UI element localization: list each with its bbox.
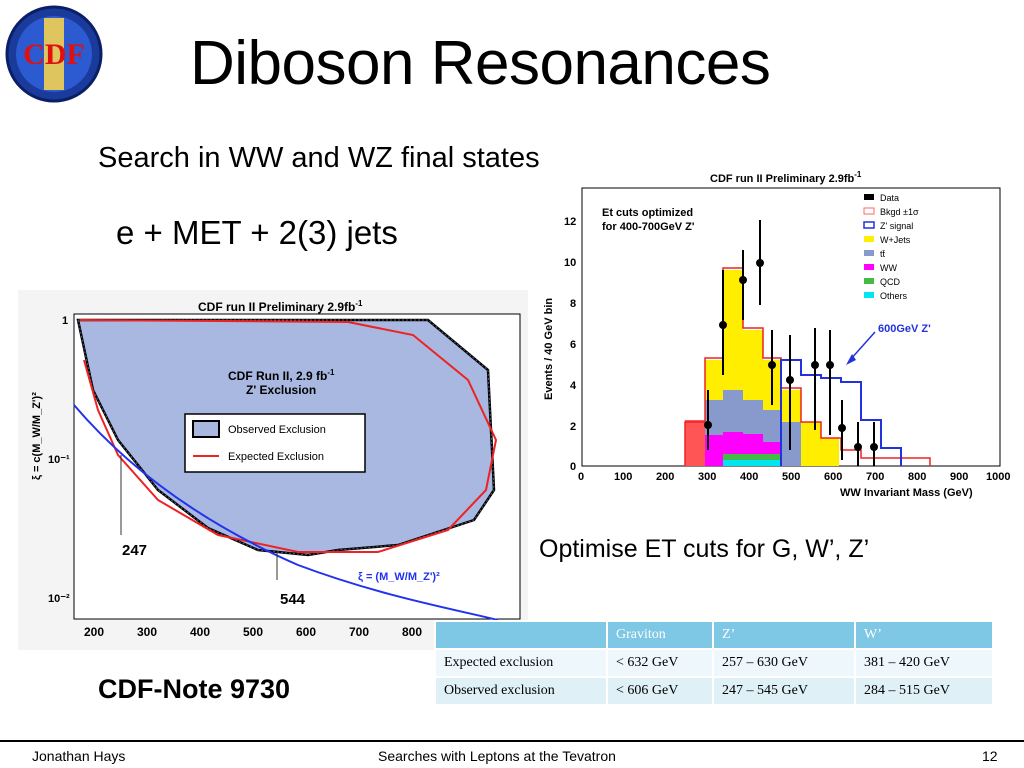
left-plot-header: CDF run II Preliminary 2.9fb-1 — [198, 299, 363, 314]
table-header: Graviton — [608, 622, 712, 648]
table-cell: < 606 GeV — [608, 678, 712, 704]
right-plot-header: CDF run II Preliminary 2.9fb-1 — [710, 170, 862, 185]
xtick: 600 — [824, 471, 842, 483]
xtick: 500 — [782, 471, 800, 483]
svg-text:QCD: QCD — [880, 277, 901, 287]
signal-label: 600GeV Z' — [878, 323, 931, 335]
xtick: 700 — [866, 471, 884, 483]
svg-text:W+Jets: W+Jets — [880, 235, 911, 245]
left-inner-title2: Z' Exclusion — [246, 383, 316, 397]
table-header: Z’ — [714, 622, 854, 648]
ytick: 2 — [570, 421, 576, 433]
xtick: 300 — [137, 625, 157, 639]
ytick: 8 — [570, 298, 576, 310]
xtick: 400 — [740, 471, 758, 483]
left-ylabel: ξ = c(M_W/M_Z')² — [31, 392, 43, 480]
table-header — [436, 622, 606, 648]
annot-544: 544 — [280, 591, 306, 608]
footer-talk-title: Searches with Leptons at the Tevatron — [378, 748, 616, 764]
subtitle-signature: e + MET + 2(3) jets — [116, 214, 398, 251]
svg-text:Others: Others — [880, 291, 908, 301]
xtick: 200 — [84, 625, 104, 639]
left-legend — [184, 413, 366, 473]
xtick: 600 — [296, 625, 316, 639]
table-cell: 381 – 420 GeV — [856, 650, 992, 676]
xtick: 800 — [908, 471, 926, 483]
ytick-0.01: 10⁻² — [48, 593, 70, 605]
xtick: 900 — [950, 471, 968, 483]
xi-curve — [73, 404, 499, 621]
legend-expected: Expected Exclusion — [228, 451, 324, 463]
mass-histogram: CDF run II Preliminary 2.9fb-1 — [540, 160, 1024, 505]
logo-text: CDF — [23, 38, 85, 71]
xtick: 1000 — [986, 471, 1010, 483]
svg-text:Z' signal: Z' signal — [880, 221, 913, 231]
ytick: 12 — [564, 216, 576, 228]
footer-page-number: 12 — [982, 748, 998, 764]
xi-curve-label: ξ = (M_W/M_Z')² — [358, 571, 440, 583]
cdf-logo: CDF — [5, 5, 103, 103]
optimise-note: Optimise ET cuts for G, W’, Z’ — [539, 535, 870, 563]
table-row: Observed exclusion < 606 GeV 247 – 545 G… — [436, 678, 992, 704]
table-header-row: Graviton Z’ W’ — [436, 622, 992, 648]
xtick: 300 — [698, 471, 716, 483]
right-inner-text2: for 400-700GeV Z' — [602, 221, 695, 233]
xtick: 400 — [190, 625, 210, 639]
table-header: W’ — [856, 622, 992, 648]
annot-247: 247 — [122, 542, 147, 559]
table-cell: Observed exclusion — [436, 678, 606, 704]
svg-text:WW: WW — [880, 263, 897, 273]
ytick: 0 — [570, 461, 576, 473]
right-inner-text1: Et cuts optimized — [602, 207, 693, 219]
right-xlabel: WW Invariant Mass (GeV) — [840, 487, 973, 499]
xtick: 200 — [656, 471, 674, 483]
ytick-0.1: 10⁻¹ — [48, 454, 70, 466]
table-row: Expected exclusion < 632 GeV 257 – 630 G… — [436, 650, 992, 676]
histogram-bars — [685, 270, 839, 466]
xtick: 700 — [349, 625, 369, 639]
svg-text:Data: Data — [880, 193, 899, 203]
xtick: 100 — [614, 471, 632, 483]
ytick: 10 — [564, 257, 576, 269]
footer-author: Jonathan Hays — [32, 748, 126, 764]
slide-title: Diboson Resonances — [190, 29, 771, 98]
ytick: 6 — [570, 339, 576, 351]
data-points — [704, 220, 878, 466]
right-legend: Data Bkgd ±1σ Z' signal W+Jets tt̄ WW QC… — [863, 193, 919, 301]
footer-divider — [0, 740, 1024, 742]
legend-observed: Observed Exclusion — [228, 424, 326, 436]
xtick: 800 — [402, 625, 422, 639]
table-cell: < 632 GeV — [608, 650, 712, 676]
exclusion-plot: CDF run II Preliminary 2.9fb-1 CDF Run I… — [18, 290, 528, 650]
subtitle-final-states: Search in WW and WZ final states — [98, 142, 540, 174]
expected-exclusion-curve — [79, 319, 498, 553]
table-cell: Expected exclusion — [436, 650, 606, 676]
ytick-1: 1 — [62, 315, 68, 327]
table-cell: 284 – 515 GeV — [856, 678, 992, 704]
xtick: 500 — [243, 625, 263, 639]
ytick: 4 — [570, 380, 577, 392]
svg-text:Bkgd ±1σ: Bkgd ±1σ — [880, 207, 919, 217]
left-inner-title: CDF Run II, 2.9 fb-1 — [228, 368, 335, 383]
zprime-signal — [780, 359, 902, 466]
exclusion-table: Graviton Z’ W’ Expected exclusion < 632 … — [434, 620, 994, 706]
table-cell: 247 – 545 GeV — [714, 678, 854, 704]
right-ylabel: Events / 40 GeV bin — [543, 298, 555, 400]
xtick: 0 — [578, 471, 584, 483]
table-cell: 257 – 630 GeV — [714, 650, 854, 676]
svg-text:tt̄: tt̄ — [880, 249, 886, 259]
cdf-note-reference: CDF-Note 9730 — [98, 674, 291, 704]
